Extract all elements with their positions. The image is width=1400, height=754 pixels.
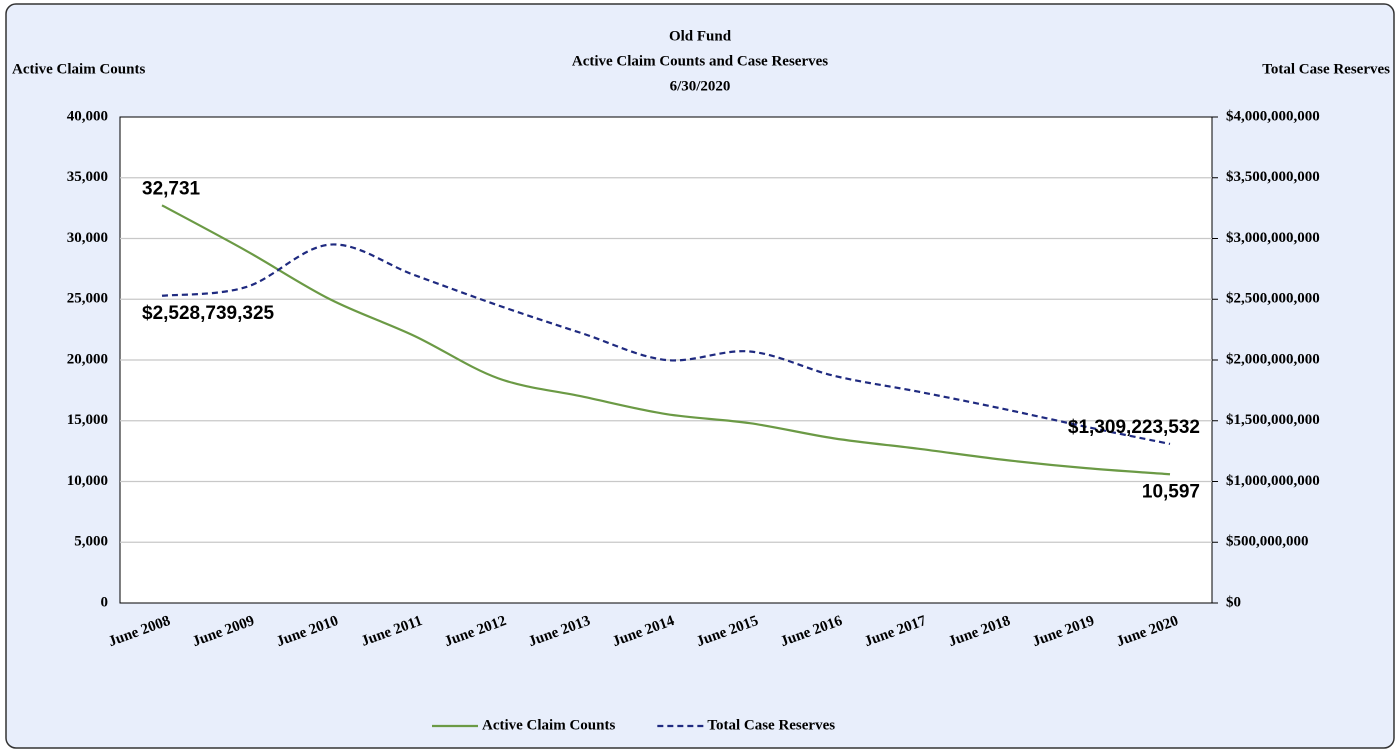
y2-tick-label: $0 <box>1226 594 1241 610</box>
y2-axis-label: Total Case Reserves <box>1262 61 1390 77</box>
y-tick-label: 0 <box>101 594 109 610</box>
data-label: $1,309,223,532 <box>1068 417 1200 438</box>
y2-tick-label: $2,000,000,000 <box>1226 351 1320 367</box>
y-tick-label: 5,000 <box>74 534 108 550</box>
chart-title: Old Fund <box>669 28 732 44</box>
data-label: 10,597 <box>1142 481 1200 502</box>
y-axis-label: Active Claim Counts <box>12 61 145 77</box>
y-tick-label: 25,000 <box>67 291 108 307</box>
y-tick-label: 35,000 <box>67 169 108 185</box>
y-tick-label: 30,000 <box>67 230 108 246</box>
data-label: 32,731 <box>142 178 201 199</box>
y2-tick-label: $3,000,000,000 <box>1226 230 1320 246</box>
series-line <box>161 204 1171 476</box>
legend-label: Active Claim Counts <box>482 717 615 733</box>
y-tick-label: 40,000 <box>67 108 108 124</box>
series-line <box>161 243 1171 446</box>
y2-tick-label: $4,000,000,000 <box>1226 108 1320 124</box>
y2-tick-label: $500,000,000 <box>1226 534 1309 550</box>
legend-label: Total Case Reserves <box>707 717 835 733</box>
data-label: $2,528,739,325 <box>142 303 275 324</box>
y-tick-label: 15,000 <box>67 412 108 428</box>
y2-tick-label: $1,500,000,000 <box>1226 412 1320 428</box>
chart-title: 6/30/2020 <box>670 78 731 94</box>
y-tick-label: 20,000 <box>67 351 108 367</box>
chart-title: Active Claim Counts and Case Reserves <box>572 53 828 69</box>
y2-tick-label: $2,500,000,000 <box>1226 291 1320 307</box>
y-tick-label: 10,000 <box>67 473 108 489</box>
y2-tick-label: $1,000,000,000 <box>1226 473 1320 489</box>
y2-tick-label: $3,500,000,000 <box>1226 169 1320 185</box>
